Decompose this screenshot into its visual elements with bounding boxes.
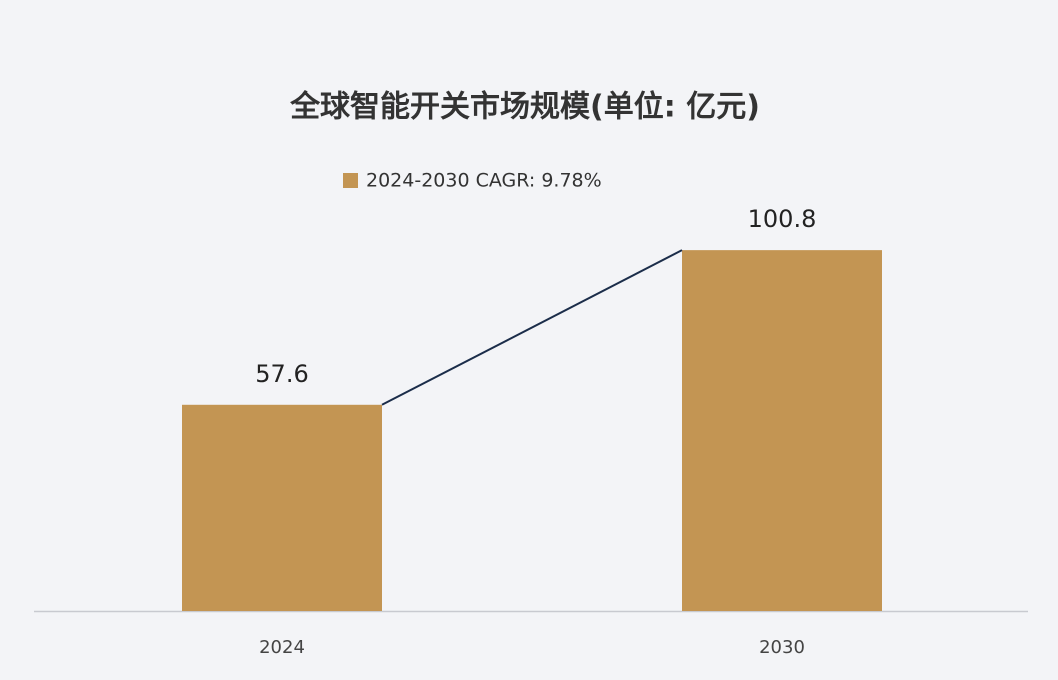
value-label: 57.6 — [255, 360, 308, 388]
chart-title: 全球智能开关市场规模(单位: 亿元) — [289, 90, 760, 125]
x-tick-label: 2030 — [759, 637, 805, 658]
legend-label: 2024-2030 CAGR: 9.78% — [366, 170, 602, 192]
value-label: 100.8 — [748, 205, 817, 233]
connector-line — [381, 249, 683, 406]
bar — [182, 404, 382, 611]
legend-swatch — [343, 173, 358, 188]
bar — [682, 250, 882, 612]
x-tick-label: 2024 — [259, 637, 305, 658]
